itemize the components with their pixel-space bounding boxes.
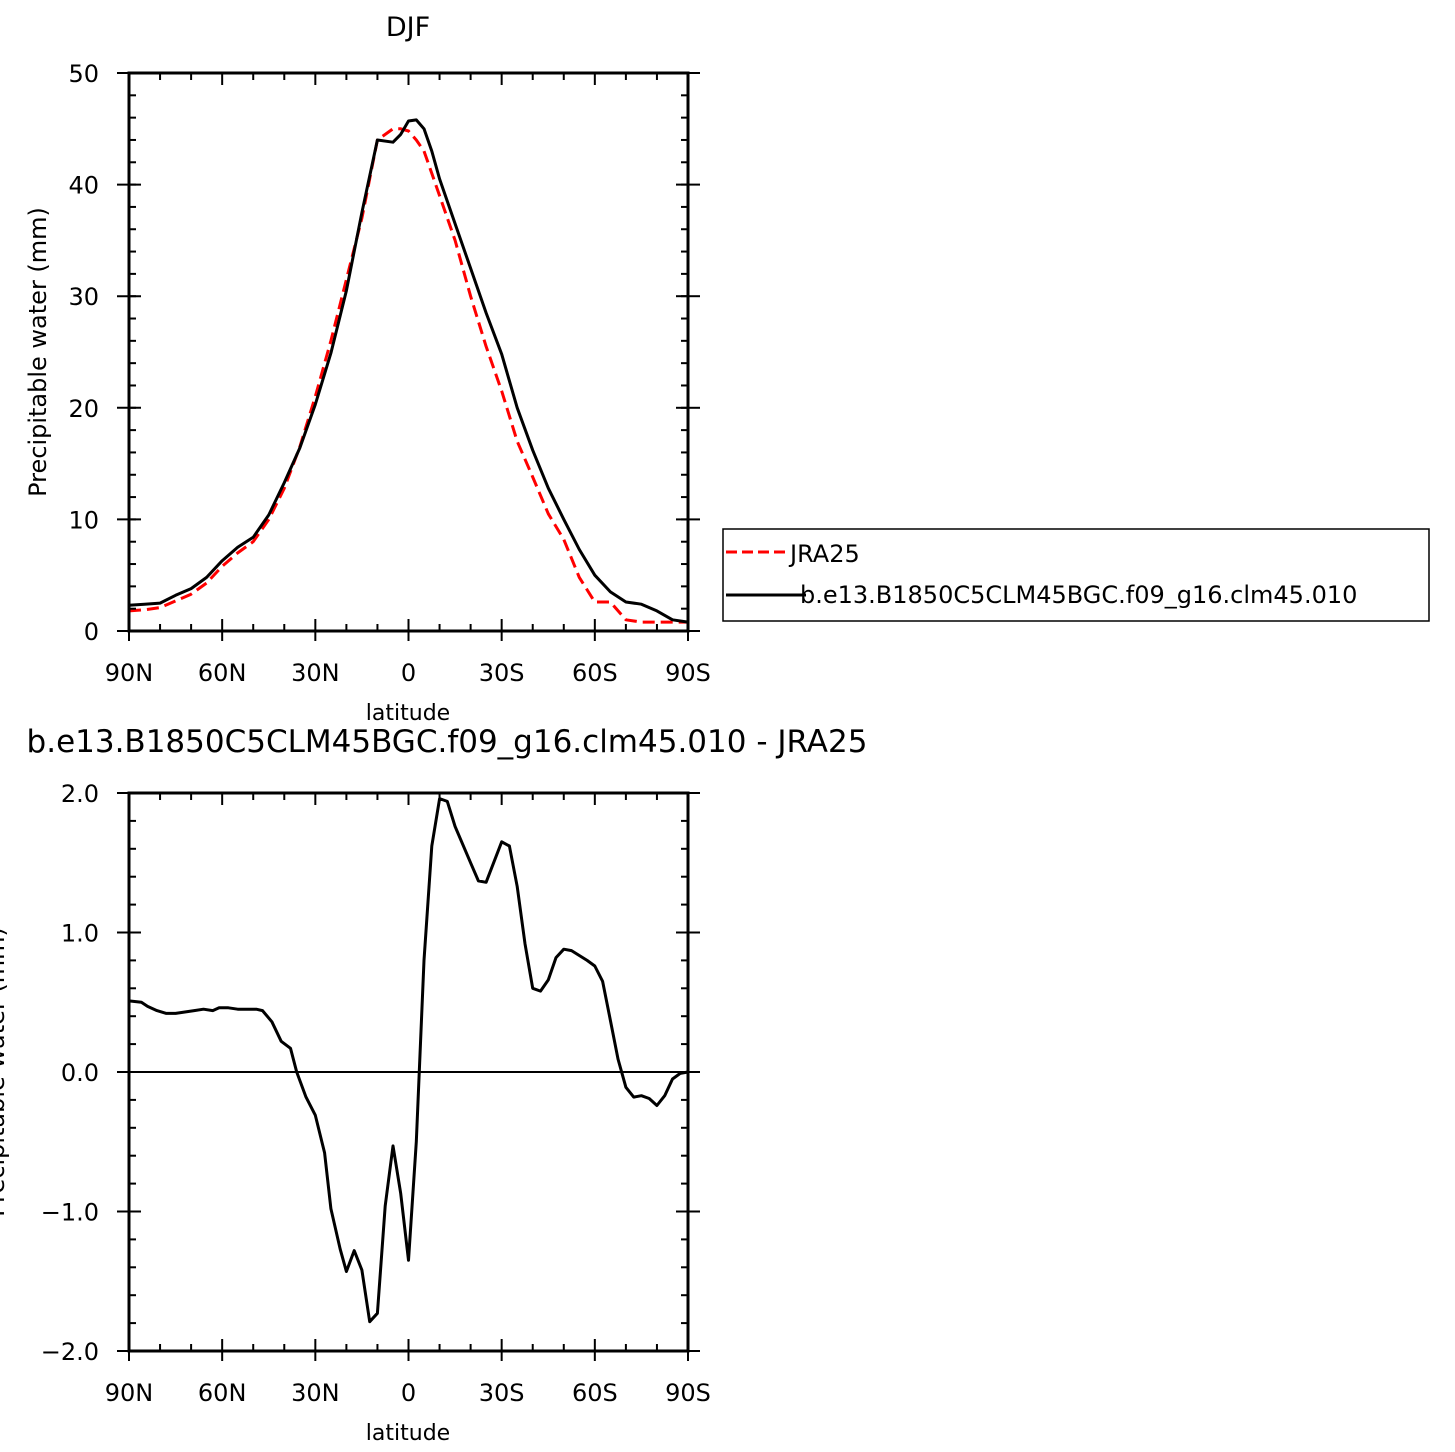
- x-tick-label: 60S: [572, 659, 618, 687]
- top-plot-lines: [128, 118, 689, 624]
- bottom-plot-lines: [128, 797, 689, 1324]
- bottom-x-axis-label: latitude: [366, 1421, 450, 1446]
- series-line-1-0: [128, 797, 689, 1324]
- bottom-chart-title: b.e13.B1850C5CLM45BGC.f09_g16.clm45.010 …: [27, 724, 868, 760]
- top-tick-labels: 90N 60N 30N 0 30S 60S 90S 0 10 20 30 40 50: [68, 60, 710, 687]
- series-line-0-0: [128, 127, 688, 624]
- x-tick-label: 60N: [198, 1379, 247, 1407]
- x-tick-label: 0: [401, 659, 416, 687]
- y-tick-label: −1.0: [41, 1199, 99, 1227]
- legend-box: [722, 528, 1430, 622]
- legend: JRA25 b.e13.B1850C5CLM45BGC.f09_g16.clm4…: [722, 528, 1430, 622]
- x-tick-label: 60S: [572, 1379, 618, 1407]
- top-axis-ticks: [117, 72, 700, 641]
- y-tick-label: 0: [84, 618, 99, 646]
- series-line-0-1: [128, 118, 689, 624]
- y-tick-label: 10: [68, 506, 99, 534]
- x-tick-label: 90N: [105, 659, 154, 687]
- x-tick-label: 30S: [479, 659, 525, 687]
- y-tick-label: 20: [68, 395, 99, 423]
- x-tick-label: 30S: [479, 1379, 525, 1407]
- bottom-panel: b.e13.B1850C5CLM45BGC.f09_g16.clm45.010 …: [0, 724, 867, 1446]
- x-tick-label: 90S: [665, 659, 711, 687]
- x-tick-label: 90N: [105, 1379, 154, 1407]
- y-tick-label: 50: [68, 60, 99, 88]
- y-tick-label: 1.0: [61, 920, 99, 948]
- x-tick-label: 0: [401, 1379, 416, 1407]
- x-tick-label: 30N: [291, 659, 340, 687]
- y-tick-label: 2.0: [61, 780, 99, 808]
- top-panel: DJF Precipitable water (mm) latitude 90N…: [24, 12, 711, 726]
- top-chart-title: DJF: [386, 12, 430, 43]
- x-tick-label: 60N: [198, 659, 247, 687]
- top-plot-frame: [127, 71, 690, 633]
- y-tick-label: 40: [68, 172, 99, 200]
- y-tick-label: 30: [68, 283, 99, 311]
- bottom-axis-ticks: [117, 792, 700, 1361]
- y-tick-label: −2.0: [41, 1338, 99, 1366]
- bottom-tick-labels: 90N 60N 30N 0 30S 60S 90S −2.0 −1.0 0.0 1.0 2.0: [41, 780, 711, 1407]
- x-tick-label: 90S: [665, 1379, 711, 1407]
- y-tick-label: 0.0: [61, 1059, 99, 1087]
- x-tick-label: 30N: [291, 1379, 340, 1407]
- bottom-y-axis-label: Precipitable water (mm): [0, 927, 10, 1217]
- legend-label-model: b.e13.B1850C5CLM45BGC.f09_g16.clm45.010: [800, 581, 1357, 609]
- top-y-axis-label: Precipitable water (mm): [24, 207, 52, 497]
- top-x-axis-label: latitude: [366, 701, 450, 726]
- bottom-plot-frame: [127, 791, 690, 1353]
- legend-label-jra25: JRA25: [788, 540, 860, 568]
